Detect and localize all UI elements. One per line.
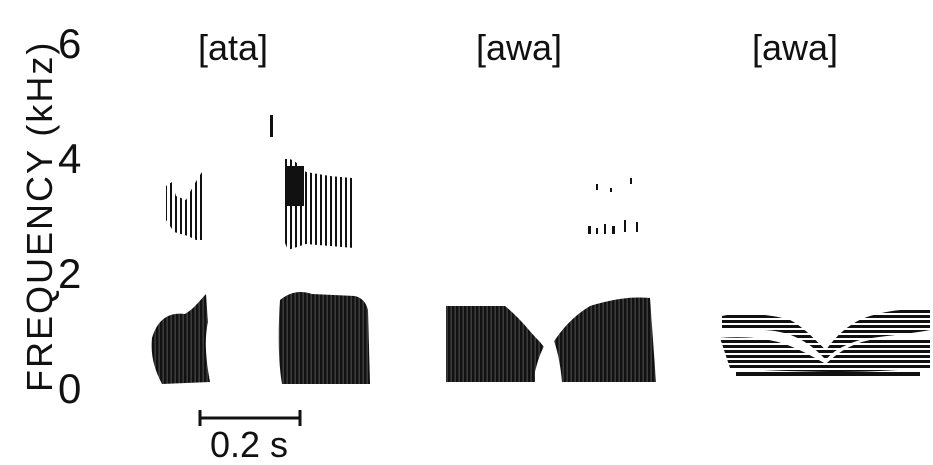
y-tick-2: 2 <box>58 250 81 297</box>
y-axis-label: FREQUENCY (kHz) <box>19 41 60 392</box>
panel-label-ata: [ata] <box>198 27 268 68</box>
panel-label-awa-1: [awa] <box>476 27 562 68</box>
formant-trail-awa2 <box>736 372 920 376</box>
formant-band-awa2-upper <box>722 309 930 360</box>
y-tick-6: 6 <box>58 20 81 67</box>
y-tick-0: 0 <box>58 365 81 412</box>
formant-dark-ata-v2 <box>286 166 304 206</box>
spectrogram-ata <box>151 115 370 384</box>
formant-cluster-ata-v1-high <box>166 172 204 240</box>
formant-band-ata-v2 <box>278 292 370 384</box>
formant-band-ata-v1 <box>151 294 210 384</box>
formant-band-awa1 <box>446 297 656 382</box>
scale-bar <box>198 410 302 426</box>
spectrogram-awa-1 <box>446 178 656 382</box>
spectrogram-awa-2 <box>720 309 930 376</box>
panel-label-awa-2: [awa] <box>752 27 838 68</box>
formant-band-awa2-lower <box>720 337 930 372</box>
transition-dip-awa1 <box>535 336 562 382</box>
release-burst-ata <box>270 115 273 137</box>
faint-high-marks-awa1 <box>588 178 638 234</box>
y-tick-4: 4 <box>58 135 81 182</box>
scale-bar-label: 0.2 s <box>210 424 288 465</box>
